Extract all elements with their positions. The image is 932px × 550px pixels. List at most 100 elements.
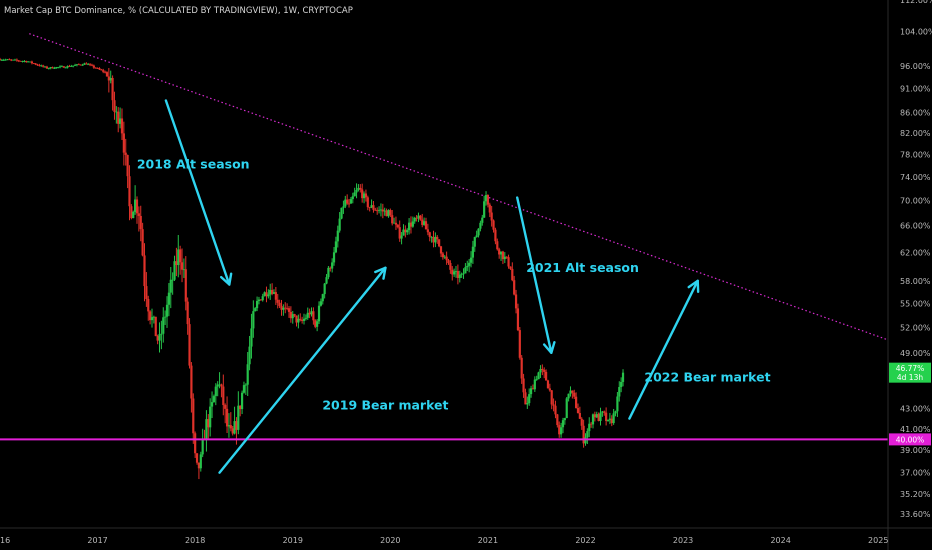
- candle-body: [580, 418, 583, 426]
- candle-body: [233, 421, 236, 434]
- candle-body: [173, 261, 176, 280]
- candle-body: [224, 405, 227, 409]
- candle-body: [188, 324, 191, 366]
- candle-body: [591, 414, 595, 425]
- y-tick-label: 74.00%: [900, 173, 931, 182]
- x-tick-label: 2018: [185, 536, 205, 545]
- candle-body: [111, 77, 114, 101]
- candle-body: [250, 328, 253, 347]
- candle-body: [85, 63, 88, 65]
- candle-body: [528, 394, 531, 404]
- candle-body: [524, 392, 527, 405]
- candle-body: [0, 59, 3, 61]
- candle-body: [499, 251, 503, 255]
- candle-body: [344, 199, 347, 207]
- time-axis[interactable]: 2016 2017 2018 2019 2020 2021 2022 2023 2024 2025: [0, 536, 888, 545]
- candle-body: [503, 256, 506, 260]
- candle-body: [556, 414, 559, 426]
- candle-body: [438, 239, 441, 247]
- candle-body: [529, 388, 533, 395]
- candle-body: [182, 269, 186, 271]
- candle-body: [261, 296, 264, 301]
- candle-body: [621, 372, 625, 382]
- candle-body: [100, 69, 103, 71]
- candle-body: [563, 418, 566, 421]
- candle-body: [569, 390, 572, 394]
- candle-body: [229, 425, 232, 429]
- candle-body: [192, 398, 195, 434]
- candle-body: [152, 316, 155, 318]
- candle-body: [225, 408, 229, 427]
- candle-body: [415, 217, 418, 219]
- candle-body: [34, 63, 37, 65]
- y-tick-label: 43.00%: [900, 405, 931, 414]
- candle-body: [505, 256, 508, 258]
- candle-body: [479, 222, 482, 229]
- candle-body: [145, 286, 148, 300]
- candle-body: [385, 210, 388, 217]
- x-tick-label: 2016: [0, 536, 10, 545]
- candle-body: [102, 70, 105, 72]
- candle-body: [582, 425, 585, 444]
- candle-body: [269, 289, 272, 295]
- candle-body: [276, 299, 279, 303]
- candle-body: [113, 100, 116, 112]
- candle-body: [135, 199, 139, 214]
- price-badges: 46.77%4d 13h 40.00%: [889, 362, 931, 446]
- y-tick-label: 33.60%: [900, 510, 931, 519]
- candle-body: [445, 256, 448, 261]
- candle-body: [325, 277, 328, 284]
- candle-body: [194, 433, 197, 454]
- candle-body: [496, 241, 499, 250]
- candle-body: [571, 390, 574, 393]
- candle-body: [396, 224, 399, 228]
- y-tick-label: 41.00%: [900, 425, 931, 434]
- candle-body: [184, 269, 187, 302]
- candle-body: [6, 59, 9, 61]
- last-price-label: 46.77%: [896, 364, 925, 373]
- candle-body: [541, 368, 544, 370]
- candle-body: [471, 246, 474, 258]
- candle-body: [376, 210, 379, 212]
- candle-body: [244, 384, 247, 386]
- y-tick-label: 96.00%: [900, 62, 931, 71]
- arrow-head: [219, 272, 233, 286]
- x-tick-label: 2021: [478, 536, 498, 545]
- candle-body: [308, 312, 311, 315]
- candle-body: [576, 407, 580, 413]
- candle-body: [539, 368, 542, 373]
- candle-body: [179, 249, 182, 263]
- candle-body: [481, 217, 484, 223]
- candle-body: [336, 230, 339, 242]
- candle-body: [537, 372, 540, 380]
- candle-body: [584, 437, 587, 444]
- plot-area[interactable]: [0, 33, 889, 480]
- candle-body: [165, 304, 169, 317]
- candle-body: [265, 292, 268, 297]
- candle-body: [79, 64, 82, 66]
- x-tick-label: 2020: [380, 536, 400, 545]
- candle-body: [377, 209, 381, 211]
- candle-body: [554, 405, 557, 415]
- candle-body: [96, 68, 99, 69]
- candle-body: [492, 220, 495, 230]
- candle-body: [370, 205, 373, 208]
- candle-body: [387, 210, 390, 217]
- candle-body: [15, 59, 18, 61]
- candle-body: [466, 265, 469, 268]
- candle-body: [139, 215, 142, 230]
- annotation-label: 2019 Bear market: [322, 398, 448, 413]
- candle-body: [160, 333, 163, 335]
- price-axis[interactable]: 112.00% 104.00% 96.00% 91.00% 86.00% 82.00% 78…: [900, 0, 932, 519]
- candle-body: [543, 369, 546, 372]
- y-tick-label: 35.20%: [900, 490, 931, 499]
- candle-body: [565, 398, 568, 419]
- candle-body: [595, 414, 598, 418]
- candle-body: [40, 65, 43, 67]
- trend-arrow: [628, 279, 699, 420]
- candle-body: [599, 412, 602, 421]
- candle-body: [267, 294, 270, 297]
- candle-body: [516, 308, 520, 331]
- candle-body: [282, 307, 285, 310]
